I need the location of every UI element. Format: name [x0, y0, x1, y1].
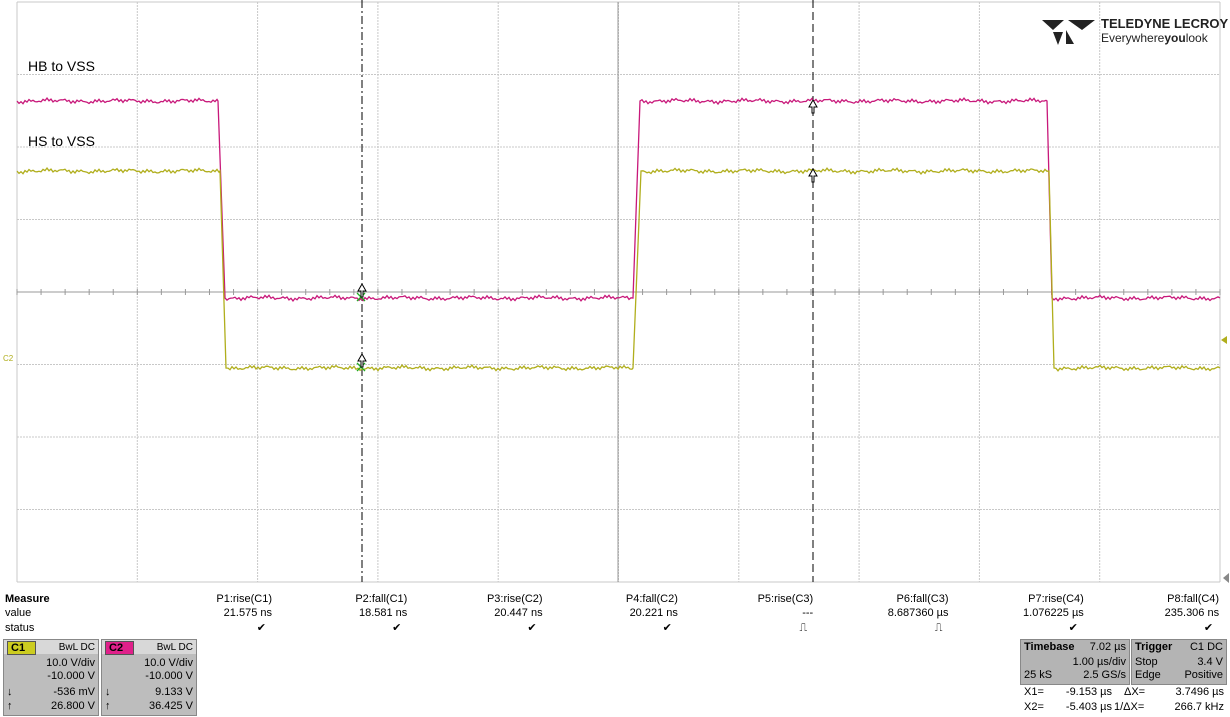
measure-label: value: [5, 607, 32, 619]
waveform-display: [16, 0, 1229, 583]
scroll-marker: [1223, 573, 1229, 583]
channel-high: 26.800 V: [50, 700, 95, 712]
channel-low: -536 mV: [53, 686, 95, 698]
measure-label: status: [5, 622, 35, 634]
param-name: P8:fall(C4): [1167, 593, 1220, 605]
waveform-c2: [16, 167, 1221, 372]
timebase-rate: 2.5 GS/s: [1083, 669, 1126, 681]
param-status: ✔: [527, 622, 537, 634]
cursor-label: X2=: [1024, 701, 1044, 713]
tagline-part: Everywhere: [1101, 31, 1165, 45]
cursor-value: 266.7 kHz: [1174, 701, 1224, 713]
param-value: 235.306 ns: [1164, 607, 1220, 619]
param-value: 21.575 ns: [223, 607, 272, 619]
timebase-scale: 1.00 µs/div: [1072, 656, 1126, 668]
trigger-slope: Positive: [1184, 669, 1223, 681]
channel-scale: 10.0 V/div: [46, 657, 95, 669]
cursor-value: 3.7496 µs: [1175, 686, 1224, 698]
timebase-box: Timebase 7.02 µs 1.00 µs/div 25 kS 2.5 G…: [1020, 639, 1130, 685]
channel-arrow: ↑: [105, 700, 111, 712]
channel-low: 9.133 V: [155, 686, 193, 698]
channel-coupling: BwL DC: [58, 642, 95, 653]
param-status: ✔: [662, 622, 672, 634]
channel-coupling: BwL DC: [156, 642, 193, 653]
param-status: ⎍: [799, 622, 808, 634]
channel-badge: C1: [7, 641, 36, 655]
trace-label: HS to VSS: [28, 133, 95, 149]
channel-scale: 10.0 V/div: [144, 657, 193, 669]
timebase-samples: 25 kS: [1024, 669, 1053, 681]
channel-arrow: ↓: [105, 686, 111, 698]
cursor-arrows: [357, 98, 818, 368]
param-value: 20.447 ns: [494, 607, 543, 619]
channel-offset: -10.000 V: [47, 670, 95, 682]
trigger-title: Trigger: [1135, 641, 1173, 653]
param-value: 18.581 ns: [358, 607, 408, 619]
trigger-type: Edge: [1135, 669, 1161, 681]
param-status: ✔: [256, 622, 266, 634]
measure-label: Measure: [5, 593, 50, 605]
cursor-label: ΔX=: [1124, 686, 1146, 698]
logo-icon: [1042, 20, 1095, 45]
param-status: ✔: [1068, 622, 1078, 634]
logo-brand: TELEDYNE LECROY: [1101, 16, 1229, 31]
param-status: ✔: [1203, 622, 1214, 634]
param-name: P7:rise(C4): [1028, 593, 1084, 605]
param-value: 8.687360 µs: [887, 607, 949, 619]
param-status: ✔: [392, 622, 402, 634]
channel-arrow: ↑: [7, 700, 13, 712]
trace-label: HB to VSS: [28, 58, 95, 74]
cursor-value: -9.153 µs: [1065, 686, 1112, 698]
logo-tagline: Everywhereyoulook: [1101, 32, 1208, 45]
timebase-delay: 7.02 µs: [1089, 641, 1126, 653]
param-name: P6:fall(C3): [896, 593, 949, 605]
timebase-title: Timebase: [1024, 641, 1075, 653]
channel-badge: C2: [105, 641, 134, 655]
param-value: 1.076225 µs: [1023, 607, 1084, 619]
channel-box: C2 BwL DC 10.0 V/div -10.000 V ↓ 9.133 V ↑ 36.4…: [101, 639, 197, 716]
trigger-source: C1 DC: [1189, 641, 1223, 653]
trigger-mode: Stop: [1135, 656, 1158, 668]
channel-offset: -10.000 V: [145, 670, 193, 682]
grid: [16, 1, 1221, 583]
channel-high: 36.425 V: [148, 700, 193, 712]
param-value: ---: [802, 607, 814, 619]
param-name: P3:rise(C2): [486, 593, 543, 605]
cursor-label: 1/ΔX=: [1114, 701, 1145, 713]
trigger-box: Trigger C1 DC Stop 3.4 V Edge Positive: [1131, 639, 1227, 685]
channel-marker: C2: [3, 354, 14, 363]
param-status: ⎍: [934, 622, 943, 634]
param-name: P2:fall(C1): [355, 593, 408, 605]
param-name: P4:fall(C2): [625, 593, 678, 605]
cursor-value: -5.403 µs: [1065, 701, 1112, 713]
channel-box: C1 BwL DC 10.0 V/div -10.000 V ↓ -536 mV ↑ 26.8…: [3, 639, 99, 716]
trigger-level: 3.4 V: [1197, 656, 1223, 668]
tagline-part: you: [1164, 31, 1186, 45]
param-name: P5:rise(C3): [757, 593, 814, 605]
param-name: P1:rise(C1): [216, 593, 272, 605]
param-value: 20.221 ns: [629, 607, 678, 619]
channel-arrow: ↓: [7, 686, 13, 698]
cursor-label: X1=: [1024, 686, 1044, 698]
tagline-part: look: [1185, 31, 1208, 45]
waveform-c1: [16, 97, 1221, 302]
trigger-marker: [1221, 336, 1227, 344]
